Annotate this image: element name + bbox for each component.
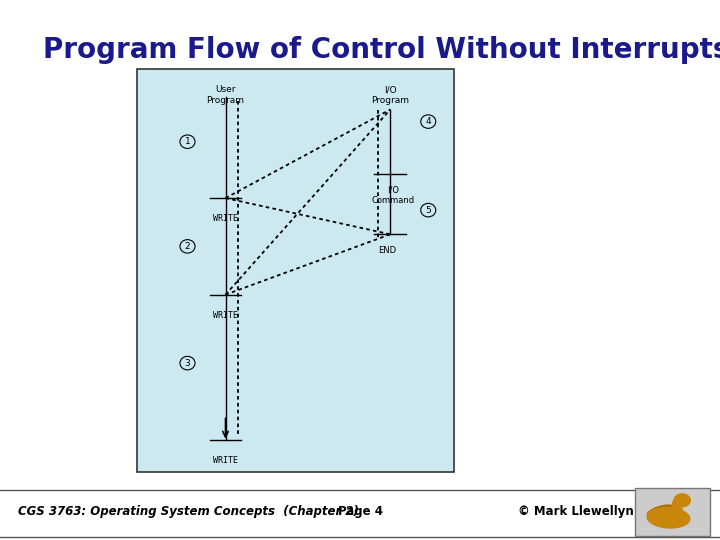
Text: CGS 3763: Operating System Concepts  (Chapter 2): CGS 3763: Operating System Concepts (Cha… [18,505,359,518]
Ellipse shape [673,493,691,508]
Text: I/O
Command: I/O Command [372,186,415,205]
Ellipse shape [647,504,674,517]
Text: © Mark Llewellyn: © Mark Llewellyn [518,505,634,518]
Ellipse shape [672,500,683,515]
FancyBboxPatch shape [137,69,454,472]
Text: 2: 2 [184,242,190,251]
Text: Page 4: Page 4 [338,505,382,518]
Text: END: END [378,246,396,255]
Text: 4: 4 [426,117,431,126]
Text: Program Flow of Control Without Interrupts: Program Flow of Control Without Interrup… [43,36,720,64]
Text: WRITE: WRITE [213,456,238,465]
Text: 3: 3 [184,359,190,368]
Text: User
Program: User Program [207,85,245,105]
Text: I/O
Program: I/O Program [372,85,409,105]
Text: 1: 1 [184,137,190,146]
Text: 5: 5 [426,206,431,214]
Ellipse shape [647,507,690,529]
Text: WRITE: WRITE [213,214,238,223]
Text: WRITE: WRITE [213,311,238,320]
